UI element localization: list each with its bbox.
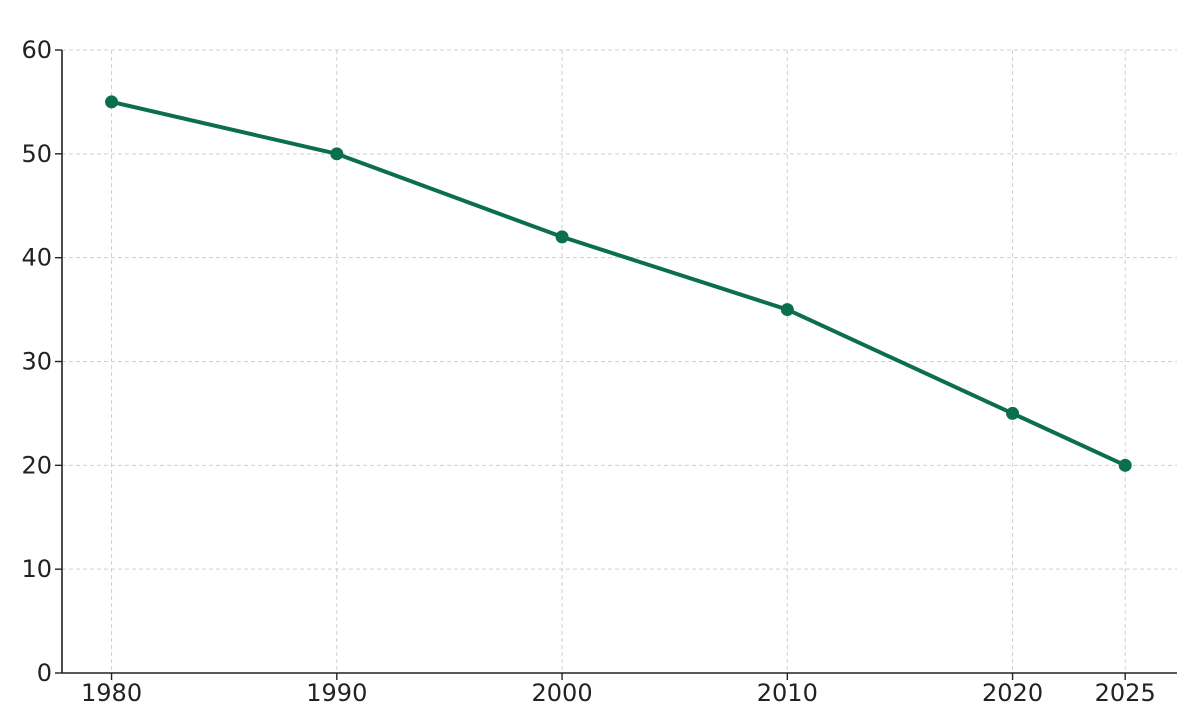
y-tick-label-10: 10: [21, 555, 52, 583]
x-tick-label-2025: 2025: [1095, 679, 1156, 707]
data-point-2025: [1118, 458, 1132, 472]
x-tick-label-2010: 2010: [757, 679, 818, 707]
x-tick-label-2020: 2020: [982, 679, 1043, 707]
x-tick-label-2000: 2000: [532, 679, 593, 707]
y-tick-label-0: 0: [37, 659, 52, 687]
grid: [62, 49, 1177, 673]
x-axis-ticks: 1980 1990 2000 2010 2020 2025: [81, 673, 1156, 707]
y-tick-label-60: 60: [21, 36, 52, 64]
y-tick-label-40: 40: [21, 244, 52, 272]
x-tick-label-1990: 1990: [306, 679, 367, 707]
y-axis-ticks: 0 10 20 30 40 50 60: [21, 36, 62, 687]
series-group: [105, 95, 1132, 472]
x-tick-label-1980: 1980: [81, 679, 142, 707]
y-tick-label-20: 20: [21, 451, 52, 479]
series-line-0: [109, 99, 1128, 468]
data-point-1980: [105, 95, 119, 109]
y-tick-label-30: 30: [21, 348, 52, 376]
data-point-2020: [1006, 406, 1020, 420]
data-point-2000: [555, 230, 569, 244]
data-point-2010: [780, 303, 794, 317]
data-point-1990: [330, 147, 344, 161]
y-tick-label-50: 50: [21, 140, 52, 168]
